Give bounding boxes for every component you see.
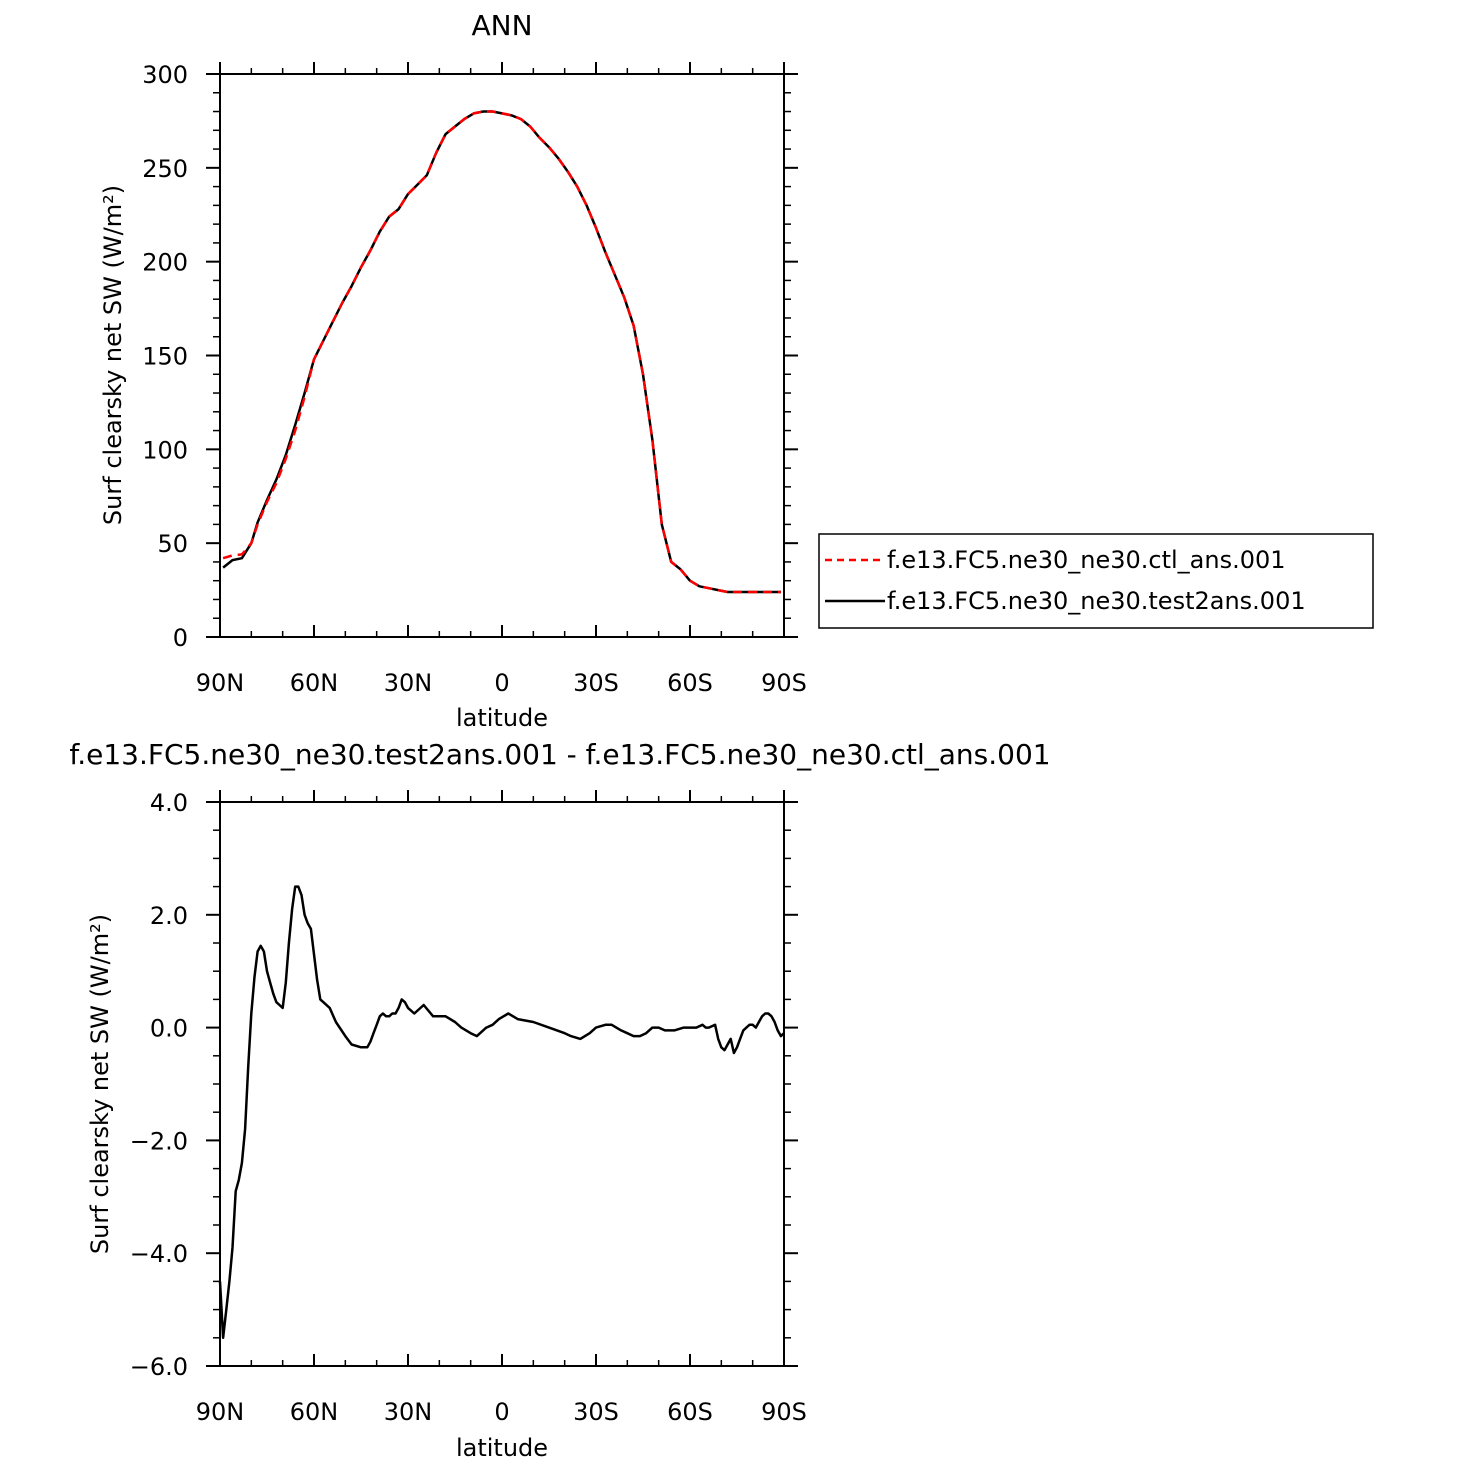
x-tick-label: 0 [494,1398,509,1426]
y-tick-label: 0.0 [150,1015,188,1043]
plot-frame [219,801,785,1367]
x-axis-label: latitude [456,1434,548,1462]
series-layer [222,110,781,594]
panel-difference: f.e13.FC5.ne30_ne30.test2ans.001 - f.e13… [69,738,1050,1462]
y-tick-label: 2.0 [150,902,188,930]
x-tick-label: 60S [667,669,713,697]
y-axis-label: Surf clearsky net SW (W/m²) [99,185,127,525]
panel-annual-mean: ANN 90N 60N 30N 0 30S 60S 90S 0 50 100 150 200 250 3… [99,9,1374,732]
x-tick-label: 60N [290,1398,339,1426]
series-line-ctl [222,110,781,594]
y-tick-label: 200 [142,249,188,277]
y-tick-label: 50 [157,530,188,558]
series-line-difference [218,885,785,1340]
x-tick-label: 60S [667,1398,713,1426]
x-tick-label: 0 [494,669,509,697]
tick-layer [206,790,798,1367]
x-tick-label: 90S [761,669,807,697]
x-tick-label: 90S [761,1398,807,1426]
y-tick-label: 300 [142,61,188,89]
legend-entry-test: f.e13.FC5.ne30_ne30.test2ans.001 [887,587,1306,615]
y-tick-label: −2.0 [130,1127,188,1155]
y-tick-label: 4.0 [150,789,188,817]
legend-box [818,533,1374,629]
y-axis-label: Surf clearsky net SW (W/m²) [86,914,114,1254]
x-tick-label: 30S [573,1398,619,1426]
difference-title: f.e13.FC5.ne30_ne30.test2ans.001 - f.e13… [69,738,1050,771]
x-tick-label: 30N [384,669,433,697]
plot-frame [219,73,785,638]
x-tick-label: 90N [196,1398,245,1426]
series-layer [218,885,785,1340]
y-tick-labels: 0 50 100 150 200 250 300 [142,61,188,652]
chart-title: ANN [471,9,532,42]
x-tick-labels: 90N 60N 30N 0 30S 60S 90S [196,1398,807,1426]
legend: f.e13.FC5.ne30_ne30.ctl_ans.001 f.e13.FC… [818,533,1374,629]
y-tick-label: 100 [142,436,188,464]
legend-entry-ctl: f.e13.FC5.ne30_ne30.ctl_ans.001 [887,546,1286,574]
x-tick-label: 30S [573,669,619,697]
x-tick-label: 30N [384,1398,433,1426]
x-tick-label: 90N [196,669,245,697]
x-tick-labels: 90N 60N 30N 0 30S 60S 90S [196,669,807,697]
x-tick-label: 60N [290,669,339,697]
y-tick-label: −4.0 [130,1240,188,1268]
y-tick-label: 150 [142,343,188,371]
y-tick-label: 0 [173,624,188,652]
x-axis-label: latitude [456,704,548,732]
y-tick-label: −6.0 [130,1353,188,1381]
y-tick-labels: −6.0 −4.0 −2.0 0.0 2.0 4.0 [130,789,188,1381]
y-tick-label: 250 [142,155,188,183]
series-line-test [222,110,781,594]
tick-layer [206,62,798,638]
